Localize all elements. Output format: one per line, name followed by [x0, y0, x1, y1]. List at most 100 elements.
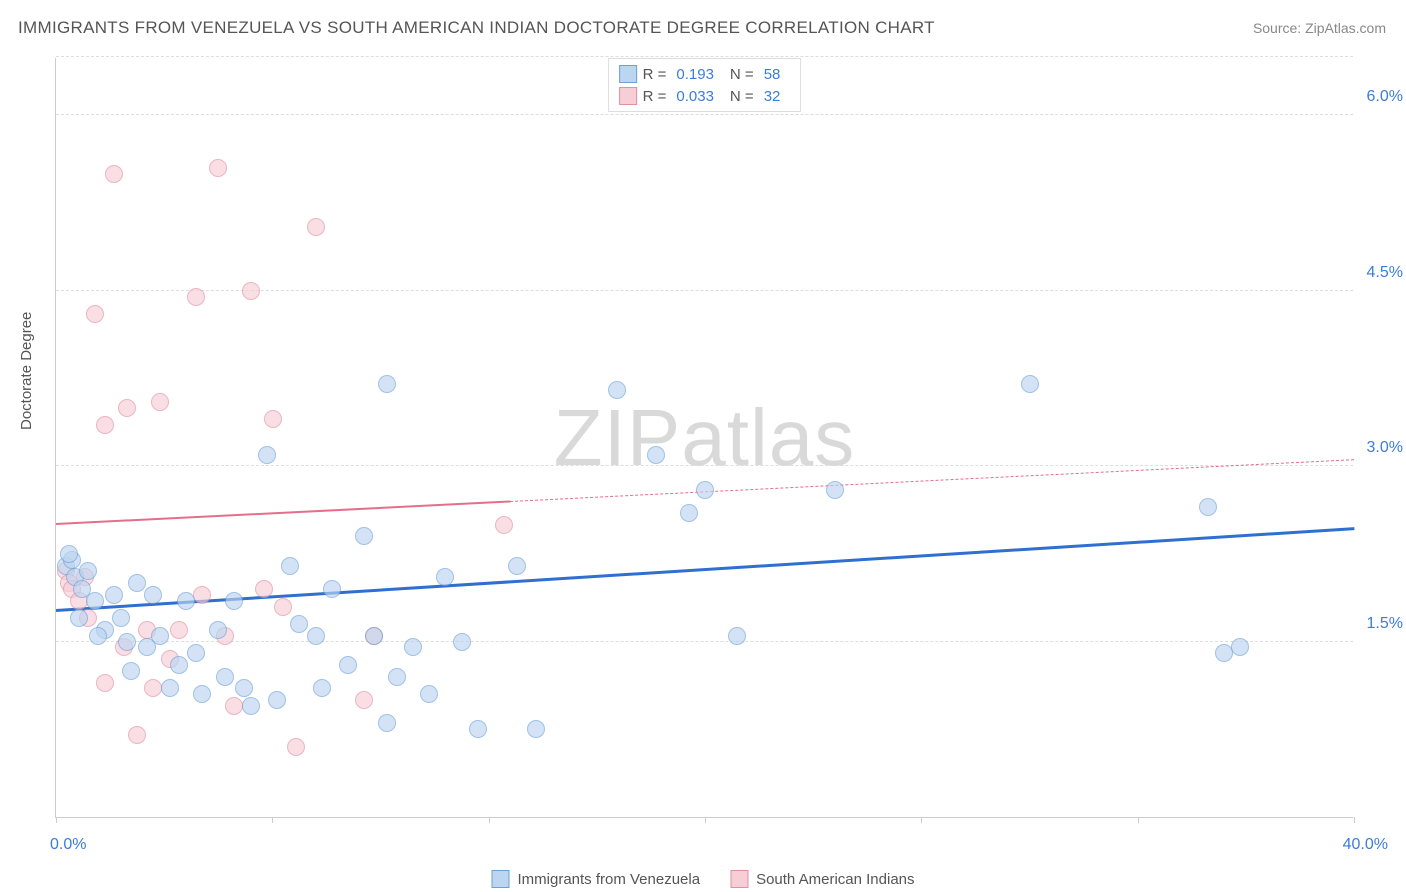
point-blue	[187, 644, 205, 662]
point-blue	[242, 697, 260, 715]
point-blue	[290, 615, 308, 633]
point-blue	[122, 662, 140, 680]
point-blue	[128, 574, 146, 592]
r-key: R =	[643, 88, 667, 105]
point-blue	[378, 375, 396, 393]
point-blue	[170, 656, 188, 674]
y-tick-label: 6.0%	[1367, 88, 1403, 106]
point-pink	[105, 165, 123, 183]
point-blue	[216, 668, 234, 686]
scatter-chart: ZIPatlas R = 0.193 N = 58 R = 0.033 N = …	[55, 58, 1353, 818]
x-tick	[705, 817, 706, 823]
legend-label-pink: South American Indians	[756, 871, 914, 888]
point-blue	[161, 679, 179, 697]
point-blue	[112, 609, 130, 627]
point-blue	[378, 714, 396, 732]
point-blue	[193, 685, 211, 703]
point-pink	[96, 674, 114, 692]
gridline	[56, 114, 1353, 115]
point-blue	[826, 481, 844, 499]
x-tick	[1138, 817, 1139, 823]
legend-item-blue: Immigrants from Venezuela	[491, 870, 700, 888]
x-tick	[489, 817, 490, 823]
point-blue	[281, 557, 299, 575]
n-value-pink: 32	[764, 88, 781, 105]
x-tick	[272, 817, 273, 823]
point-blue	[105, 586, 123, 604]
r-key: R =	[643, 66, 667, 83]
point-blue	[1021, 375, 1039, 393]
point-blue	[365, 627, 383, 645]
swatch-blue-icon	[619, 65, 637, 83]
series-legend: Immigrants from Venezuela South American…	[491, 870, 914, 888]
legend-row-blue: R = 0.193 N = 58	[619, 63, 791, 85]
point-pink	[118, 399, 136, 417]
point-blue	[225, 592, 243, 610]
point-blue	[728, 627, 746, 645]
watermark-text-b: atlas	[681, 393, 855, 482]
chart-title: IMMIGRANTS FROM VENEZUELA VS SOUTH AMERI…	[18, 18, 935, 38]
point-pink	[274, 598, 292, 616]
point-pink	[307, 218, 325, 236]
point-blue	[177, 592, 195, 610]
point-blue	[313, 679, 331, 697]
point-blue	[118, 633, 136, 651]
point-pink	[187, 288, 205, 306]
watermark: ZIPatlas	[554, 392, 855, 484]
n-value-blue: 58	[764, 66, 781, 83]
point-blue	[1199, 498, 1217, 516]
point-blue	[151, 627, 169, 645]
point-blue	[70, 609, 88, 627]
point-blue	[258, 446, 276, 464]
y-tick-label: 1.5%	[1367, 615, 1403, 633]
point-pink	[287, 738, 305, 756]
gridline	[56, 465, 1353, 466]
legend-label-blue: Immigrants from Venezuela	[517, 871, 700, 888]
swatch-blue-icon	[491, 870, 509, 888]
trend-line	[56, 500, 510, 525]
point-blue	[86, 592, 104, 610]
point-pink	[242, 282, 260, 300]
point-blue	[527, 720, 545, 738]
point-blue	[209, 621, 227, 639]
point-pink	[128, 726, 146, 744]
y-tick-label: 4.5%	[1367, 264, 1403, 282]
y-axis-title: Doctorate Degree	[18, 312, 35, 430]
n-key: N =	[730, 66, 754, 83]
watermark-text-a: ZIP	[554, 393, 681, 482]
legend-item-pink: South American Indians	[730, 870, 914, 888]
y-tick-label: 3.0%	[1367, 439, 1403, 457]
point-blue	[339, 656, 357, 674]
point-pink	[264, 410, 282, 428]
point-blue	[268, 691, 286, 709]
correlation-legend: R = 0.193 N = 58 R = 0.033 N = 32	[608, 58, 802, 112]
point-pink	[151, 393, 169, 411]
gridline	[56, 641, 1353, 642]
point-blue	[1231, 638, 1249, 656]
point-blue	[696, 481, 714, 499]
point-blue	[60, 545, 78, 563]
point-blue	[469, 720, 487, 738]
r-value-blue: 0.193	[676, 66, 714, 83]
point-blue	[647, 446, 665, 464]
point-blue	[79, 562, 97, 580]
point-blue	[388, 668, 406, 686]
point-blue	[680, 504, 698, 522]
x-tick	[56, 817, 57, 823]
x-axis-min: 0.0%	[50, 836, 86, 854]
point-blue	[323, 580, 341, 598]
legend-row-pink: R = 0.033 N = 32	[619, 85, 791, 107]
point-blue	[608, 381, 626, 399]
point-pink	[86, 305, 104, 323]
point-blue	[355, 527, 373, 545]
n-key: N =	[730, 88, 754, 105]
point-pink	[209, 159, 227, 177]
point-blue	[144, 586, 162, 604]
point-pink	[495, 516, 513, 534]
source-label: Source: ZipAtlas.com	[1253, 20, 1386, 36]
point-pink	[355, 691, 373, 709]
point-blue	[307, 627, 325, 645]
gridline	[56, 56, 1353, 57]
x-axis-max: 40.0%	[1343, 836, 1388, 854]
point-blue	[453, 633, 471, 651]
